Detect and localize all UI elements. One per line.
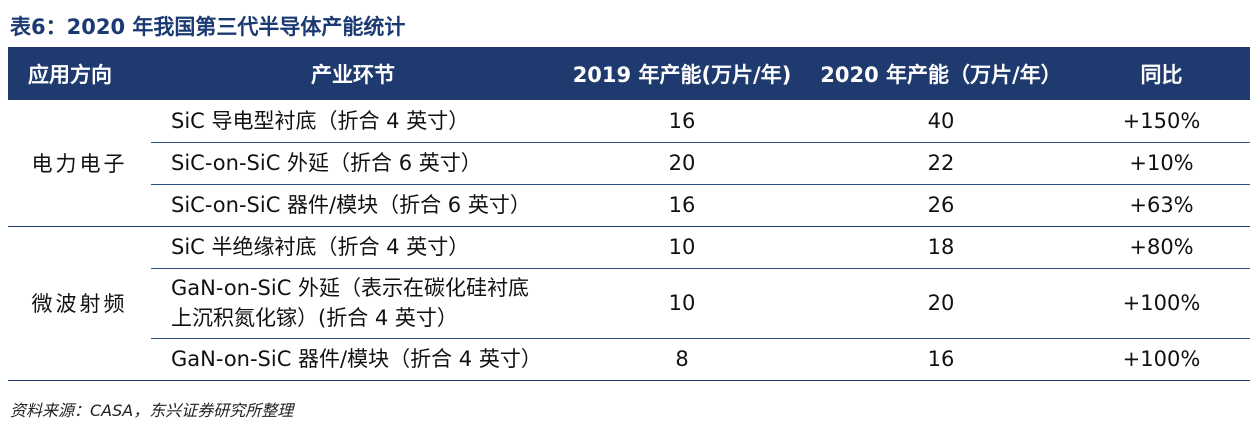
header-application: 应用方向 [28, 62, 112, 87]
category-microwave-rf: 微波射频 [8, 226, 151, 381]
table-row: 微波射频 SiC 半绝缘衬底（折合 4 英寸） 10 18 +80% [8, 226, 1250, 381]
table-title: 表6：2020 年我国第三代半导体产能统计 [10, 15, 406, 39]
table-row: 电力电子 SiC 导电型衬底（折合 4 英寸） 16 40 +150% [8, 100, 1250, 227]
table-row: GaN-on-SiC 器件/模块（折合 4 英寸） 8 16 +100% [8, 338, 1250, 381]
header-cap-2020: 2020 年产能（万片/年） [820, 62, 1062, 87]
yoy-cell: +63% [1073, 184, 1250, 227]
source-note: 资料来源：CASA，东兴证券研究所整理 [10, 401, 294, 420]
header-stage: 产业环节 [311, 62, 395, 87]
table-row: GaN-on-SiC 外延（表示在碳化硅衬底 上沉积氮化镓）(折合 4 英寸） … [8, 268, 1250, 339]
cap-2020-cell: 20 [809, 268, 1073, 339]
category-power-electronics: 电力电子 [8, 100, 151, 227]
yoy-cell: +150% [1073, 100, 1250, 143]
stage-cell: GaN-on-SiC 外延（表示在碳化硅衬底 上沉积氮化镓）(折合 4 英寸） [151, 268, 555, 339]
yoy-cell: +100% [1073, 338, 1250, 381]
cap-2020-cell: 40 [809, 100, 1073, 143]
cap-2019-cell: 8 [555, 338, 809, 381]
cap-2019-cell: 10 [555, 268, 809, 339]
cap-2020-cell: 16 [809, 338, 1073, 381]
stage-cell: SiC-on-SiC 器件/模块（折合 6 英寸） [151, 184, 555, 227]
yoy-cell: +80% [1073, 226, 1250, 269]
stage-cell: SiC-on-SiC 外延（折合 6 英寸） [151, 142, 555, 185]
cap-2020-cell: 18 [809, 226, 1073, 269]
cap-2020-cell: 26 [809, 184, 1073, 227]
stage-cell: GaN-on-SiC 器件/模块（折合 4 英寸） [151, 338, 555, 381]
cap-2019-cell: 20 [555, 142, 809, 185]
stage-cell: SiC 导电型衬底（折合 4 英寸） [151, 100, 555, 143]
capacity-table: 应用方向 产业环节 2019 年产能(万片/年) 2020 年产能（万片/年） … [8, 47, 1250, 381]
header-cap-2019: 2019 年产能(万片/年) [572, 62, 792, 87]
cap-2019-cell: 10 [555, 226, 809, 269]
header-yoy: 同比 [1140, 62, 1183, 87]
stage-cell: SiC 半绝缘衬底（折合 4 英寸） [151, 226, 555, 269]
cap-2019-cell: 16 [555, 184, 809, 227]
cap-2019-cell: 16 [555, 100, 809, 143]
yoy-cell: +100% [1073, 268, 1250, 339]
stage-line-1: GaN-on-SiC 外延（表示在碳化硅衬底 [171, 276, 530, 300]
table-row: SiC-on-SiC 外延（折合 6 英寸） 20 22 +10% [8, 142, 1250, 185]
stage-line-2: 上沉积氮化镓）(折合 4 英寸） [171, 306, 458, 330]
table-row: SiC-on-SiC 器件/模块（折合 6 英寸） 16 26 +63% [8, 184, 1250, 227]
table-header-row: 应用方向 产业环节 2019 年产能(万片/年) 2020 年产能（万片/年） … [8, 47, 1250, 100]
yoy-cell: +10% [1073, 142, 1250, 185]
cap-2020-cell: 22 [809, 142, 1073, 185]
